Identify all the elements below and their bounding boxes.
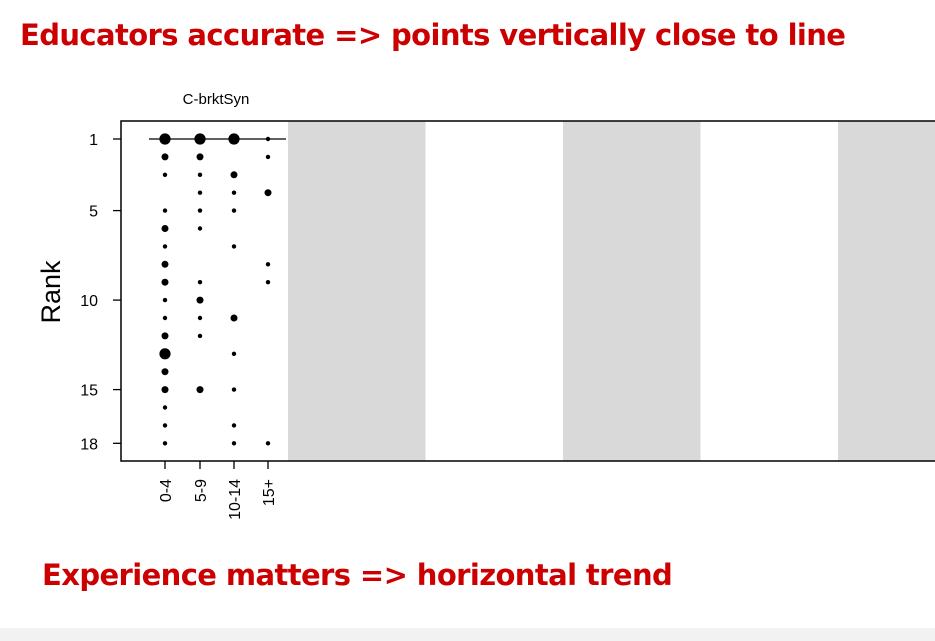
plot-frame bbox=[120, 120, 935, 462]
data-points bbox=[159, 133, 272, 446]
point-15+-rank-8 bbox=[265, 262, 271, 267]
shaded-panels bbox=[288, 121, 935, 461]
point-10-14-rank-7 bbox=[231, 244, 237, 249]
headline-top: Educators accurate => points vertically … bbox=[20, 18, 846, 52]
y-tick-label: 18 bbox=[80, 436, 98, 453]
point-15+-rank-2 bbox=[265, 154, 271, 160]
point-0-4-rank-9 bbox=[161, 278, 169, 286]
point-10-14-rank-1 bbox=[228, 133, 240, 145]
point-5-9-rank-5 bbox=[197, 208, 203, 213]
point-5-9-rank-4 bbox=[197, 190, 203, 195]
point-10-14-rank-11 bbox=[230, 314, 238, 322]
shade-panel bbox=[288, 121, 426, 461]
y-tick-label: 15 bbox=[80, 383, 98, 400]
point-5-9-rank-3 bbox=[197, 172, 203, 177]
point-5-9-rank-15 bbox=[196, 386, 204, 394]
point-0-4-rank-11 bbox=[162, 315, 168, 321]
point-0-4-rank-12 bbox=[161, 332, 169, 340]
point-0-4-rank-13 bbox=[159, 348, 171, 360]
point-5-9-rank-6 bbox=[197, 226, 203, 231]
chart-title: C-brktSyn bbox=[183, 91, 250, 108]
point-0-4-rank-3 bbox=[162, 172, 168, 177]
point-0-4-rank-8 bbox=[161, 260, 169, 268]
point-10-14-rank-4 bbox=[231, 190, 237, 195]
point-5-9-rank-1 bbox=[194, 133, 206, 145]
point-5-9-rank-2 bbox=[196, 153, 204, 161]
x-tick-label: 10-14 bbox=[227, 479, 244, 520]
point-0-4-rank-18 bbox=[162, 441, 168, 446]
point-0-4-rank-5 bbox=[162, 208, 168, 213]
point-0-4-rank-2 bbox=[161, 153, 169, 161]
point-10-14-rank-18 bbox=[231, 441, 237, 446]
y-tick-label: 5 bbox=[89, 204, 98, 221]
shade-panel bbox=[563, 121, 701, 461]
point-15+-rank-4 bbox=[264, 189, 272, 197]
point-5-9-rank-10 bbox=[196, 296, 204, 304]
bottom-band bbox=[0, 628, 935, 641]
point-10-14-rank-13 bbox=[231, 351, 237, 356]
shade-panel bbox=[838, 121, 935, 461]
point-5-9-rank-11 bbox=[197, 315, 203, 321]
point-5-9-rank-9 bbox=[197, 280, 203, 285]
point-10-14-rank-17 bbox=[231, 423, 237, 428]
point-0-4-rank-1 bbox=[159, 133, 171, 145]
point-10-14-rank-15 bbox=[231, 387, 237, 392]
point-0-4-rank-6 bbox=[161, 225, 169, 232]
point-15+-rank-1 bbox=[265, 136, 271, 142]
point-15+-rank-18 bbox=[265, 441, 271, 446]
y-tick-label: 10 bbox=[80, 293, 98, 310]
point-5-9-rank-12 bbox=[197, 333, 203, 339]
x-tick-label: 5-9 bbox=[193, 479, 210, 502]
point-0-4-rank-16 bbox=[162, 405, 168, 410]
point-0-4-rank-15 bbox=[161, 386, 169, 394]
point-15+-rank-9 bbox=[265, 280, 271, 285]
x-axis: 0-4 5-9 10-14 15+ bbox=[158, 461, 278, 520]
point-0-4-rank-10 bbox=[162, 297, 168, 303]
x-tick-label: 0-4 bbox=[158, 479, 175, 502]
headline-bottom: Experience matters => horizontal trend bbox=[42, 558, 673, 592]
y-axis-label: Rank bbox=[36, 260, 66, 324]
y-tick-label: 1 bbox=[89, 132, 98, 149]
point-0-4-rank-7 bbox=[162, 244, 168, 249]
point-10-14-rank-3 bbox=[230, 171, 238, 179]
point-0-4-rank-17 bbox=[162, 423, 168, 428]
point-0-4-rank-14 bbox=[161, 368, 169, 376]
point-10-14-rank-5 bbox=[231, 208, 237, 213]
x-tick-label: 15+ bbox=[261, 479, 278, 506]
